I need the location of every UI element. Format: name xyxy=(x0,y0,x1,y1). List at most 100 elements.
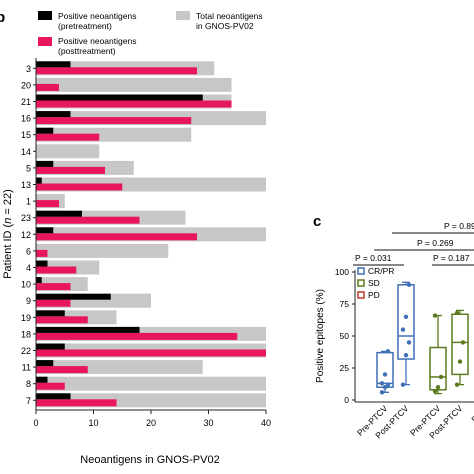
bar-pretreatment-23 xyxy=(36,210,82,217)
c-y-tick-label: 25 xyxy=(340,363,350,373)
bar-total-20 xyxy=(36,77,232,92)
bar-pretreatment-7 xyxy=(36,393,71,400)
x-tick-label: 10 xyxy=(88,418,98,428)
panel-b: b Positive neoantigens (pretreatment) Po… xyxy=(0,9,271,466)
bar-pretreatment-3 xyxy=(36,61,71,68)
x-tick-label: 40 xyxy=(261,418,271,428)
bar-pretreatment-13 xyxy=(36,177,42,184)
bar-posttreatment-5 xyxy=(36,166,105,174)
data-point xyxy=(457,359,463,364)
y-tick-label: 12 xyxy=(21,230,31,240)
bar-pretreatment-10 xyxy=(36,277,42,284)
y-tick-label: 15 xyxy=(21,130,31,140)
bar-total-6 xyxy=(36,243,169,258)
bar-pretreatment-15 xyxy=(36,127,54,134)
bar-posttreatment-19 xyxy=(36,316,88,324)
bar-pretreatment-18 xyxy=(36,326,140,333)
c-x-tick-label: Post- xyxy=(469,403,474,424)
y-tick-label: 20 xyxy=(21,80,31,90)
legend-label-sd: SD xyxy=(368,278,380,288)
bar-posttreatment-7 xyxy=(36,399,117,407)
y-tick-label: 8 xyxy=(26,379,31,389)
bar-pretreatment-4 xyxy=(36,260,48,267)
box-sd-2 xyxy=(429,346,447,391)
box-sd-3 xyxy=(451,313,469,376)
bar-posttreatment-1 xyxy=(36,200,59,208)
y-tick-label: 21 xyxy=(21,97,31,107)
y-tick-labels: 3 20 21 16 15 14 5 13 1 23 12 6 4 10 9 19 18 22 11 8 7 xyxy=(21,64,36,406)
legend-swatch-pretreatment xyxy=(38,11,52,20)
bar-pretreatment-5 xyxy=(36,160,54,167)
data-point xyxy=(379,381,385,386)
c-y-tick-label: 50 xyxy=(340,331,350,341)
bar-pretreatment-16 xyxy=(36,111,71,118)
bar-pretreatment-21 xyxy=(36,94,203,101)
bar-pretreatment-22 xyxy=(36,343,65,350)
data-point xyxy=(382,385,388,390)
data-point xyxy=(406,282,412,287)
p-value-1: P = 0.031 xyxy=(355,253,392,263)
legend-label-cr-pr: CR/PR xyxy=(368,266,394,276)
bar-posttreatment-15 xyxy=(36,133,100,141)
bar-posttreatment-12 xyxy=(36,233,197,241)
x-tick-labels: 0 10 20 30 40 xyxy=(33,410,271,428)
box-cr-pr-0 xyxy=(376,351,394,388)
c-y-tick-label: 100 xyxy=(335,267,349,277)
panel-b-letter: b xyxy=(0,9,5,26)
c-y-tick-label: 75 xyxy=(340,299,350,309)
p-value-2: P = 0.187 xyxy=(433,253,470,263)
legend-label-pd: PD xyxy=(368,290,380,300)
data-point xyxy=(382,372,388,377)
data-point xyxy=(460,340,466,345)
y-tick-label: 4 xyxy=(26,263,31,273)
y-tick-label: 1 xyxy=(26,197,31,207)
p-value-3: P = 0.269 xyxy=(417,238,454,248)
legend-sub-pretreatment: (pretreatment) xyxy=(58,21,112,31)
bar-posttreatment-13 xyxy=(36,183,123,191)
y-tick-label: 23 xyxy=(21,213,31,223)
c-y-tick-labels: 0 25 50 75 100 xyxy=(335,267,355,405)
legend-label-total: Total neoantigens xyxy=(196,11,263,21)
bar-layer xyxy=(36,61,266,408)
c-y-axis-title: Positive epitopes (%) xyxy=(315,289,326,383)
data-point xyxy=(385,349,391,354)
data-point xyxy=(403,353,409,358)
x-tick-label: 30 xyxy=(203,418,213,428)
bar-posttreatment-6 xyxy=(36,249,48,257)
x-tick-label: 20 xyxy=(146,418,156,428)
panel-c: c P = 0.89 P = 0.269 P = 0.031 P = 0.187… xyxy=(313,213,474,440)
legend-c: CR/PR SD PD xyxy=(357,266,394,300)
y-tick-label: 16 xyxy=(21,114,31,124)
y-tick-label: 18 xyxy=(21,329,31,339)
bar-posttreatment-23 xyxy=(36,216,140,224)
data-point xyxy=(406,340,412,345)
bar-posttreatment-8 xyxy=(36,382,65,390)
y-tick-label: 10 xyxy=(21,280,31,290)
y-tick-label: 19 xyxy=(21,313,31,323)
x-tick-label: 0 xyxy=(33,418,38,428)
y-tick-label: 6 xyxy=(26,246,31,256)
y-tick-label: 3 xyxy=(26,64,31,74)
box-cr-pr-1 xyxy=(397,284,415,360)
box-layer xyxy=(376,281,469,395)
y-tick-label: 5 xyxy=(26,163,31,173)
y-tick-label: 11 xyxy=(22,363,31,373)
bar-posttreatment-21 xyxy=(36,100,232,108)
bar-total-14 xyxy=(36,144,100,159)
y-tick-label: 22 xyxy=(21,346,31,356)
y-axis-title: Patient ID (n = 22) xyxy=(2,189,14,279)
data-point xyxy=(400,382,406,387)
data-point xyxy=(432,313,438,318)
legend-label-posttreatment: Positive neoantigens xyxy=(58,36,136,46)
data-point xyxy=(400,327,406,332)
y-axis-title-part-1: Patient ID ( xyxy=(2,223,14,278)
bar-posttreatment-16 xyxy=(36,117,192,125)
legend-b: Positive neoantigens (pretreatment) Posi… xyxy=(38,11,263,56)
bar-posttreatment-11 xyxy=(36,366,88,374)
legend-swatch-total xyxy=(176,11,190,20)
bar-pretreatment-12 xyxy=(36,227,54,234)
bar-pretreatment-9 xyxy=(36,293,111,300)
legend-sub-posttreatment: (posttreatment) xyxy=(58,46,116,56)
bar-posttreatment-10 xyxy=(36,283,71,291)
bar-posttreatment-22 xyxy=(36,349,266,357)
